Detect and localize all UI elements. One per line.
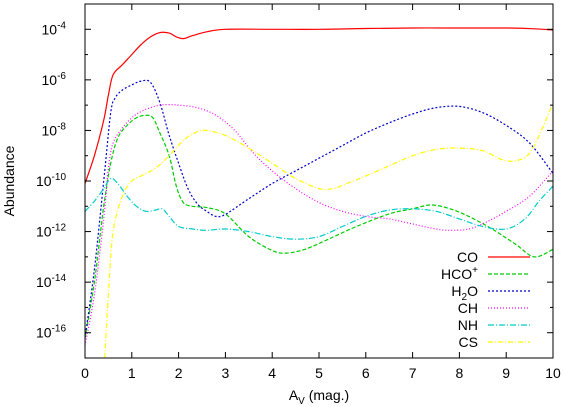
legend-label-cs: CS	[459, 334, 478, 350]
x-tick-labels: 0 1 2 3 4 5 6 7 8 9 10	[81, 365, 561, 381]
x-tick-label: 4	[268, 365, 276, 381]
series-line-ch	[85, 104, 553, 346]
plot-frame	[84, 3, 554, 359]
legend-label-ch: CH	[458, 300, 478, 316]
x-tick-label: 0	[81, 365, 89, 381]
x-tick-label: 3	[222, 365, 230, 381]
y-tick-labels: 10-16 10-14 10-12 10-10 10-8 10-6 10-4	[36, 20, 66, 340]
series-layer	[85, 27, 553, 358]
x-tick-label: 1	[128, 365, 136, 381]
y-axis-label: Abundance	[1, 145, 17, 216]
legend-label-hco-: HCO+	[441, 265, 478, 282]
series-line-h2o	[85, 79, 553, 338]
x-tick-label: 9	[502, 365, 510, 381]
legend-label-nh: NH	[458, 317, 478, 333]
legend-label-h2o: H2O	[451, 283, 478, 303]
series-line-cs	[104, 102, 553, 358]
x-axis-label: AV (mag.)	[289, 387, 349, 407]
y-tick-label: 10-12	[36, 223, 66, 240]
x-tick-label: 5	[315, 365, 323, 381]
x-tick-label: 6	[362, 365, 370, 381]
x-tick-label: 10	[545, 365, 561, 381]
x-tick-label: 7	[409, 365, 417, 381]
y-tick-label: 10-10	[36, 172, 66, 189]
y-tick-label: 10-8	[42, 121, 67, 138]
ticks-layer	[84, 3, 554, 359]
x-tick-label: 8	[456, 365, 464, 381]
series-line-nh	[85, 177, 553, 240]
series-line-co	[85, 27, 553, 184]
x-tick-label: 2	[175, 365, 183, 381]
y-tick-label: 10-6	[42, 71, 67, 88]
series-line-hco-	[85, 114, 553, 338]
y-tick-label: 10-16	[36, 324, 66, 341]
y-tick-label: 10-4	[42, 20, 67, 37]
legend-label-co: CO	[457, 249, 478, 265]
y-tick-label: 10-14	[36, 273, 66, 290]
